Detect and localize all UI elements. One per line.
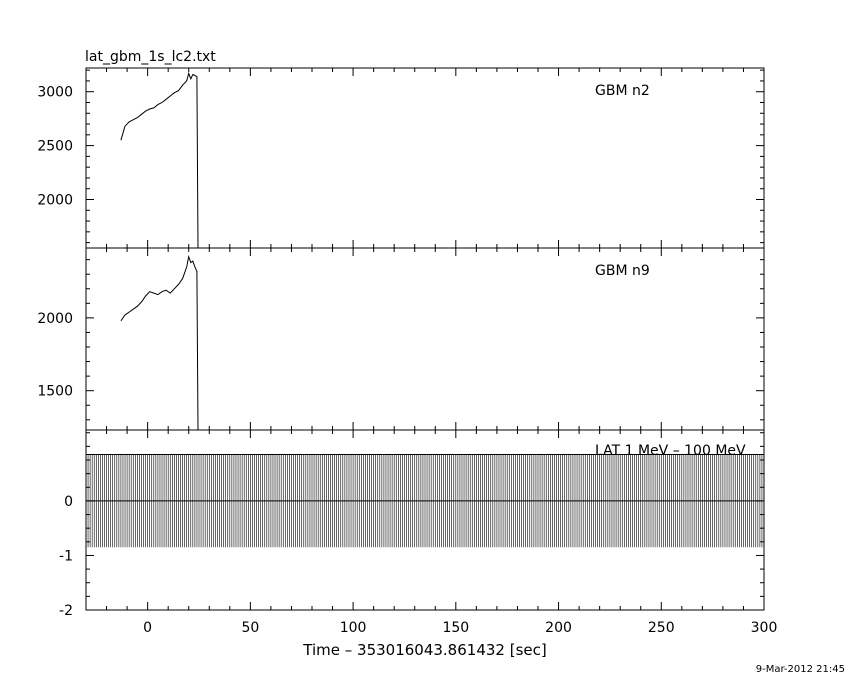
x-tick-label: 250: [648, 620, 675, 636]
panel-top: 2000 2500 3000 GBM n2: [37, 67, 765, 249]
series-label: LAT 1 MeV – 100 MeV: [595, 443, 746, 459]
series-line-middle: [120, 254, 199, 431]
x-axis-label: Time – 353016043.861432 [sec]: [302, 641, 546, 659]
chart-title: lat_gbm_1s_lc2.txt: [85, 49, 216, 65]
panel-frame: [85, 247, 765, 431]
panel-frame: [85, 67, 765, 249]
panels: 2000 2500 3000 GBM n2 1500 2000 GBM n9 -2 -1 0 LAT…: [37, 67, 765, 619]
x-tick-label: 300: [751, 620, 778, 636]
panel-bottom: -2 -1 0 LAT 1 MeV – 100 MeV: [59, 429, 765, 619]
panel-middle: 1500 2000 GBM n9: [37, 247, 765, 431]
y-tick-label: 0: [64, 494, 73, 510]
x-tick-label: 50: [241, 620, 259, 636]
timestamp: 9-Mar-2012 21:45: [756, 664, 845, 675]
y-tick-label: 3000: [37, 85, 73, 101]
y-tick-label: -2: [59, 603, 73, 619]
series-label: GBM n2: [595, 83, 650, 99]
x-tick-label: 0: [143, 620, 152, 636]
y-tick-label: 2000: [37, 311, 73, 327]
x-tick-label: 150: [442, 620, 469, 636]
x-axis-ticks: 0 50 100 150 200 250 300: [143, 620, 777, 636]
y-tick-label: -1: [59, 548, 73, 564]
y-tick-label: 2000: [37, 192, 73, 208]
x-tick-label: 100: [340, 620, 367, 636]
series-line-top: [120, 71, 199, 249]
x-tick-label: 200: [545, 620, 572, 636]
series-label: GBM n9: [595, 263, 650, 279]
y-tick-label: 1500: [37, 384, 73, 400]
y-tick-label: 2500: [37, 139, 73, 155]
